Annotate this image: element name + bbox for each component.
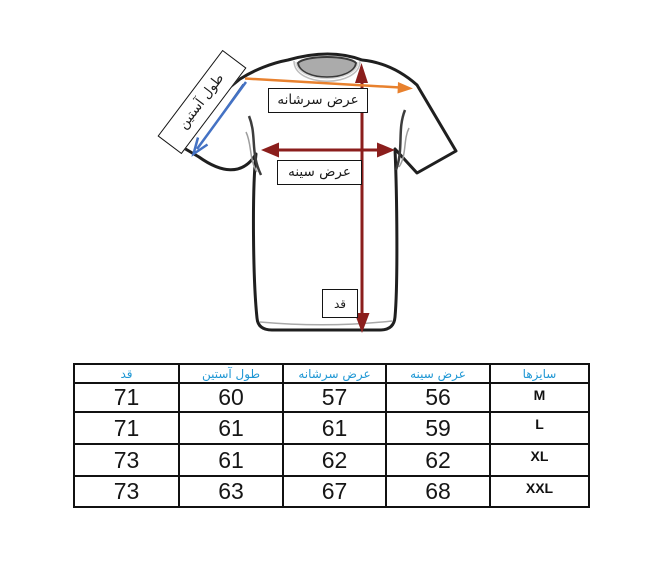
header-cell-chest-width: عرض سینه — [385, 363, 491, 384]
right-armpit-fold — [394, 109, 407, 171]
cell-chest: 56 — [385, 382, 491, 413]
cell-length: 71 — [73, 382, 180, 413]
header-cell-sizes: سایزها — [489, 363, 590, 384]
cell-length: 73 — [73, 475, 180, 508]
sleeve-arrow-head — [191, 137, 209, 157]
cell-sleeve: 60 — [178, 382, 284, 413]
cell-shoulder: 57 — [282, 382, 387, 413]
table-row-l: L 59 61 61 71 — [73, 411, 590, 445]
shoulder-arrow-shaft — [244, 77, 401, 89]
cell-shoulder: 67 — [282, 475, 387, 508]
table-row-xxl: XXL 68 67 63 73 — [73, 475, 590, 508]
size-table-container: سایزها عرض سینه عرض سرشانه طول آستین قد … — [73, 363, 590, 508]
cell-sleeve: 61 — [178, 443, 284, 477]
header-cell-shoulder-width: عرض سرشانه — [282, 363, 387, 384]
cell-size: L — [489, 411, 590, 445]
header-cell-sleeve-length: طول آستین — [178, 363, 284, 384]
cell-sleeve: 61 — [178, 411, 284, 445]
cell-size: XL — [489, 443, 590, 477]
left-armpit-fold — [247, 115, 263, 176]
right-armpit-fold-light — [398, 127, 410, 168]
cell-shoulder: 61 — [282, 411, 387, 445]
label-chest-width-text: عرض سینه — [288, 163, 351, 180]
cell-size: M — [489, 382, 590, 413]
collar-rim-highlight — [295, 61, 359, 80]
chest-arrow-head-right — [377, 142, 395, 158]
cell-chest: 59 — [385, 411, 491, 445]
length-arrow-head-top — [355, 63, 368, 83]
shoulder-arrow-head — [397, 82, 413, 94]
cell-chest: 68 — [385, 475, 491, 508]
tshirt-measurement-diagram — [165, 52, 458, 333]
cell-size: XXL — [489, 475, 590, 508]
size-table: سایزها عرض سینه عرض سرشانه طول آستین قد … — [73, 363, 590, 508]
cell-chest: 62 — [385, 443, 491, 477]
label-shoulder-width-text: عرض سرشانه — [277, 91, 359, 108]
tshirt-outline — [165, 52, 458, 332]
cell-sleeve: 63 — [178, 475, 284, 508]
sleeve-arrow-shaft — [195, 81, 248, 150]
cell-shoulder: 62 — [282, 443, 387, 477]
hem-line — [259, 320, 393, 326]
collar — [296, 56, 358, 79]
table-header-row: سایزها عرض سینه عرض سرشانه طول آستین قد — [73, 363, 590, 384]
table-row-m: M 56 57 60 71 — [73, 382, 590, 413]
collar-ring — [293, 60, 361, 82]
cell-length: 73 — [73, 443, 180, 477]
label-chest-width: عرض سینه — [277, 160, 362, 185]
label-shoulder-width: عرض سرشانه — [268, 88, 368, 113]
chest-arrow-head-left — [261, 142, 279, 158]
label-length-text: قد — [333, 296, 347, 311]
label-length: قد — [322, 289, 358, 318]
cell-length: 71 — [73, 411, 180, 445]
length-arrow-head-bottom — [354, 313, 370, 333]
header-cell-length: قد — [73, 363, 180, 384]
left-armpit-fold-light — [245, 131, 258, 173]
table-row-xl: XL 62 62 61 73 — [73, 443, 590, 477]
